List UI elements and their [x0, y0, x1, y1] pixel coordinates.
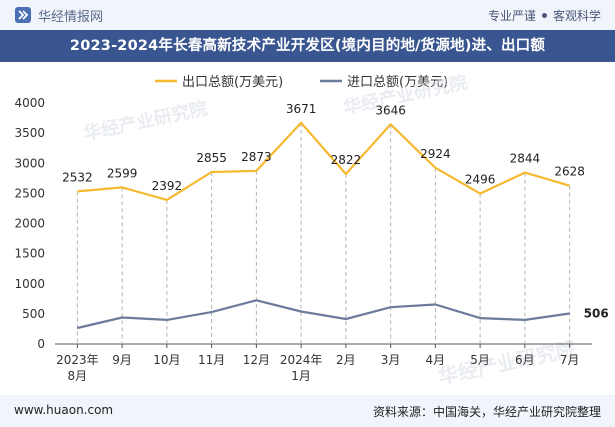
x-tick-label: 5月: [470, 353, 490, 367]
footer-bar: www.huaon.com 资料来源：中国海关，华经产业研究院整理: [0, 395, 615, 427]
footer-website[interactable]: www.huaon.com: [14, 403, 114, 417]
legend-label-1: 进口总额(万美元): [347, 75, 448, 90]
y-tick-label: 1000: [14, 277, 45, 291]
brand-logo-icon: [15, 7, 31, 23]
legend-item-0[interactable]: 出口总额(万美元): [155, 75, 283, 90]
x-tick-label: 2023年: [56, 353, 99, 367]
x-tick-label: 3月: [381, 353, 401, 367]
chart-legend: 出口总额(万美元) 进口总额(万美元): [155, 75, 448, 90]
legend-item-1[interactable]: 进口总额(万美元): [320, 75, 448, 90]
x-tick-label: 2月: [336, 353, 356, 367]
export-data-label: 3646: [375, 103, 406, 117]
x-tick-label: 2024年: [280, 353, 323, 367]
y-tick-label: 2500: [14, 186, 45, 200]
y-tick-label: 3500: [14, 126, 45, 140]
export-series-line: [77, 121, 570, 201]
chart-title: 2023-2024年长春高新技术产业开发区(境内目的地/货源地)进、出口额: [69, 38, 546, 54]
export-data-label: 2855: [196, 151, 227, 165]
title-bar: 2023-2024年长春高新技术产业开发区(境内目的地/货源地)进、出口额: [0, 30, 615, 62]
x-tick-label: 10月: [153, 353, 180, 367]
export-data-label: 2873: [241, 150, 272, 164]
y-tick-label: 3000: [14, 156, 45, 170]
watermark-text: 华经产业研究院: [81, 97, 209, 145]
x-tick-label: 1月: [291, 369, 311, 383]
drop-lines: [76, 122, 571, 344]
series-lines: [77, 121, 570, 330]
x-tick-label: 12月: [243, 353, 270, 367]
export-data-label: 2924: [420, 147, 451, 161]
line-chart: 出口总额(万美元) 进口总额(万美元) 华经产业研究院华经产业研究院华经产业研究院…: [14, 71, 609, 389]
tagline: 专业严谨 客观科学: [488, 7, 601, 24]
brand[interactable]: 华经情报网: [14, 6, 104, 25]
export-data-label: 2844: [510, 152, 541, 166]
y-tick-label: 1500: [14, 247, 45, 261]
export-data-label: 3671: [286, 102, 317, 116]
y-tick-label: 2000: [14, 217, 45, 231]
x-tick-label: 9月: [112, 353, 132, 367]
export-data-label: 2822: [331, 153, 362, 167]
x-tick-label: 8月: [68, 369, 88, 383]
top-bar: 华经情报网 专业严谨 客观科学: [0, 0, 615, 30]
export-data-label: 2628: [554, 165, 585, 179]
y-tick-label: 4000: [14, 96, 45, 110]
export-data-label: 2496: [465, 173, 496, 187]
import-series-line: [77, 299, 570, 330]
export-data-label: 2532: [62, 170, 93, 184]
x-tick-label: 4月: [426, 353, 446, 367]
chart-axes: 0 500 1000 1500 2000 2500 3000 3500 4000 2023年 8月 9…: [14, 96, 592, 383]
y-tick-label: 0: [37, 337, 45, 351]
export-data-label: 2599: [107, 166, 138, 180]
footer-source: 资料来源：中国海关，华经产业研究院整理: [372, 405, 601, 419]
brand-name: 华经情报网: [38, 9, 104, 25]
x-tick-label: 6月: [515, 353, 535, 367]
x-tick-label: 7月: [560, 353, 580, 367]
x-tick-label: 11月: [198, 353, 225, 367]
y-tick-label: 500: [22, 307, 45, 321]
tagline-part1: 专业严谨: [487, 9, 536, 23]
export-data-label: 2392: [152, 179, 183, 193]
import-data-label: 506: [584, 307, 609, 321]
data-labels: 2532 2599 2392 2855 2873 3671 2822 3646 2924 2496…: [62, 102, 609, 321]
tagline-part2: 客观科学: [552, 9, 601, 23]
legend-label-0: 出口总额(万美元): [182, 75, 283, 90]
bullet-dot-icon: [541, 13, 547, 18]
